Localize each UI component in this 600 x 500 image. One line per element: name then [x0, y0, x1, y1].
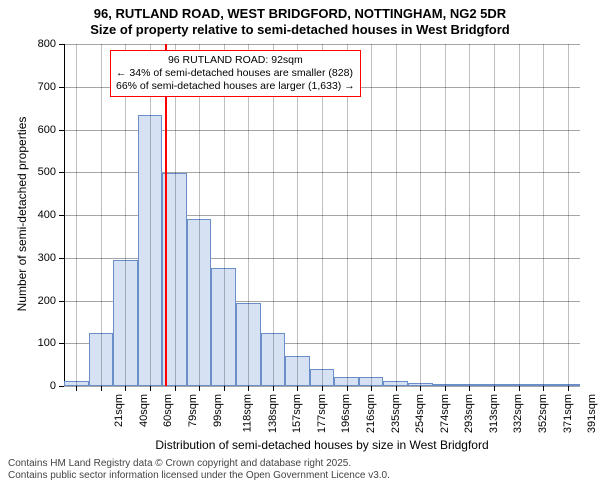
xtick-label: 216sqm [365, 394, 377, 433]
xtick-mark [125, 386, 126, 391]
xtick-label: 274sqm [439, 394, 451, 433]
xtick-label: 196sqm [341, 394, 353, 433]
grid-line [469, 44, 470, 386]
x-axis-title: Distribution of semi-detached houses by … [64, 438, 580, 452]
grid-line [371, 44, 372, 386]
xtick-label: 293sqm [463, 394, 475, 433]
xtick-mark [199, 386, 200, 391]
grid-line [494, 44, 495, 386]
xtick-label: 235sqm [390, 394, 402, 433]
xtick-label: 40sqm [138, 394, 150, 427]
grid-line [568, 44, 569, 386]
footer-attribution: Contains HM Land Registry data © Crown c… [8, 458, 390, 482]
xtick-label: 79sqm [187, 394, 199, 427]
footer-line: Contains public sector information licen… [8, 470, 390, 482]
xtick-mark [396, 386, 397, 391]
xtick-label: 352sqm [537, 394, 549, 433]
chart-container: 96, RUTLAND ROAD, WEST BRIDGFORD, NOTTIN… [0, 0, 600, 500]
grid-line [76, 44, 77, 386]
xtick-mark [543, 386, 544, 391]
xtick-mark [273, 386, 274, 391]
xtick-mark [445, 386, 446, 391]
annotation-line: ← 34% of semi-detached houses are smalle… [116, 67, 355, 80]
xtick-mark [101, 386, 102, 391]
xtick-label: 371sqm [562, 394, 574, 433]
xtick-mark [76, 386, 77, 391]
ytick-label: 100 [0, 337, 56, 349]
ytick-label: 700 [0, 81, 56, 93]
ytick-mark [59, 343, 64, 344]
xtick-mark [347, 386, 348, 391]
xtick-label: 177sqm [316, 394, 328, 433]
grid-line [396, 44, 397, 386]
ytick-mark [59, 44, 64, 45]
xtick-mark [322, 386, 323, 391]
annotation-box: 96 RUTLAND ROAD: 92sqm← 34% of semi-deta… [110, 50, 361, 97]
xtick-mark [494, 386, 495, 391]
grid-line [543, 44, 544, 386]
xtick-mark [150, 386, 151, 391]
title-line1: 96, RUTLAND ROAD, WEST BRIDGFORD, NOTTIN… [0, 6, 600, 22]
ytick-mark [59, 87, 64, 88]
grid-line [445, 44, 446, 386]
chart-titles: 96, RUTLAND ROAD, WEST BRIDGFORD, NOTTIN… [0, 0, 600, 37]
plot-area: 96 RUTLAND ROAD: 92sqm← 34% of semi-deta… [64, 44, 580, 386]
y-axis-title: Number of semi-detached properties [15, 114, 29, 314]
ytick-label: 0 [0, 380, 56, 392]
grid-line [519, 44, 520, 386]
xtick-mark [568, 386, 569, 391]
xtick-label: 99sqm [212, 394, 224, 427]
xtick-label: 391sqm [586, 394, 598, 433]
annotation-line: 66% of semi-detached houses are larger (… [116, 80, 355, 93]
ytick-mark [59, 130, 64, 131]
title-line2: Size of property relative to semi-detach… [0, 22, 600, 38]
grid-line [420, 44, 421, 386]
xtick-label: 118sqm [241, 394, 253, 432]
xtick-mark [420, 386, 421, 391]
xtick-mark [519, 386, 520, 391]
xtick-mark [371, 386, 372, 391]
ytick-mark [59, 215, 64, 216]
xtick-label: 157sqm [291, 394, 303, 433]
annotation-line: 96 RUTLAND ROAD: 92sqm [116, 54, 355, 67]
xtick-label: 21sqm [113, 394, 125, 427]
grid-line [101, 44, 102, 386]
xtick-label: 313sqm [488, 394, 500, 433]
ytick-mark [59, 301, 64, 302]
xtick-mark [248, 386, 249, 391]
xtick-mark [469, 386, 470, 391]
ytick-mark [59, 386, 64, 387]
xtick-mark [224, 386, 225, 391]
xtick-label: 254sqm [414, 394, 426, 433]
xtick-label: 60sqm [162, 394, 174, 427]
ytick-mark [59, 172, 64, 173]
xtick-mark [297, 386, 298, 391]
xtick-label: 332sqm [513, 394, 525, 433]
ytick-mark [59, 258, 64, 259]
xtick-mark [175, 386, 176, 391]
xtick-label: 138sqm [267, 394, 279, 433]
footer-line: Contains HM Land Registry data © Crown c… [8, 458, 390, 470]
ytick-label: 800 [0, 38, 56, 50]
